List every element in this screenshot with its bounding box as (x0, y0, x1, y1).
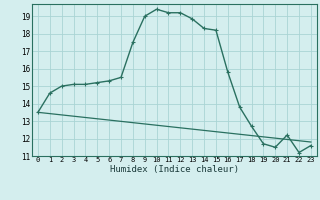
X-axis label: Humidex (Indice chaleur): Humidex (Indice chaleur) (110, 165, 239, 174)
